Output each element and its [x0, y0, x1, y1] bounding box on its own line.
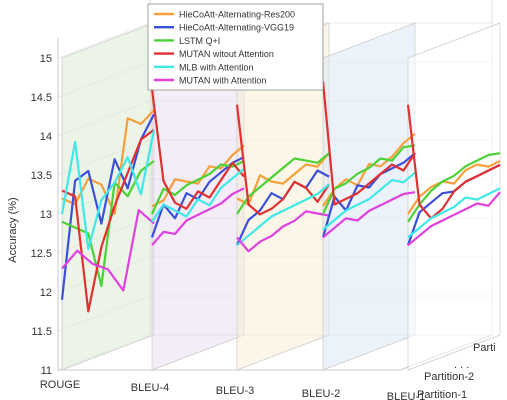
y-axis-label: Accuracy (%) — [7, 197, 19, 262]
plane-bleu-1 — [407, 22, 501, 371]
series-line-1-2 — [150, 160, 245, 215]
series-line-0-5 — [61, 209, 155, 292]
series-line-1-4 — [151, 167, 245, 223]
series-line-3-5 — [322, 191, 416, 239]
series-line-3-1 — [321, 152, 416, 238]
series-line-4-2 — [407, 152, 501, 223]
y-tick-label: 14.5 — [31, 92, 52, 104]
x-tick-label: BLEU-1 — [387, 391, 426, 400]
series-line-0-0 — [61, 109, 155, 215]
series-line-3-0 — [322, 132, 416, 207]
y-tick-label: 11 — [41, 365, 52, 377]
series-line-3-2 — [321, 144, 416, 215]
x-tick-label: BLEU-2 — [302, 388, 341, 400]
series-line-1-5 — [151, 187, 245, 246]
plane-bleu-2 — [322, 22, 416, 371]
series-line-0-3 — [61, 128, 155, 313]
series-line-1-3 — [150, 89, 245, 210]
series-line-4-3 — [406, 104, 501, 220]
y-tick-label: 12 — [40, 287, 52, 299]
series-line-4-5 — [407, 191, 501, 247]
y-tick-label: 14 — [40, 131, 52, 143]
left-gridline — [57, 22, 151, 59]
y-tick-label: 15 — [40, 53, 52, 65]
series-lines — [60, 81, 501, 313]
series-line-2-2 — [236, 152, 330, 215]
legend-entry: MUTAN witout Attention — [179, 49, 274, 59]
series-line-1-0 — [151, 144, 245, 208]
depth-label: Partition-1 — [417, 389, 467, 400]
series-line-3-4 — [322, 171, 416, 231]
series-line-0-2 — [61, 160, 155, 288]
legend-entry: HieCoAtt-Alternating-VGG19 — [179, 23, 294, 33]
depth-label: Partition-2 — [424, 371, 474, 383]
legend-entry: MLB with Attention — [179, 62, 254, 72]
series-line-2-3 — [235, 104, 330, 216]
x-tick-label: BLEU-4 — [131, 382, 170, 394]
plane-bleu-3 — [236, 22, 330, 371]
x-axis-ticks: ROUGE BLEU-4 BLEU-3 BLEU-2 BLEU-1 — [40, 379, 425, 400]
legend-entry: MUTAN with Attention — [179, 76, 266, 86]
series-line-3-3 — [321, 81, 416, 206]
y-axis-ticks: 11 11.5 12 12.5 13 13.5 14 14.5 15 — [31, 53, 52, 377]
y-tick-label: 11.5 — [31, 326, 52, 338]
legend-entry: LSTM Q+I — [179, 36, 220, 46]
y-tick-label: 12.5 — [31, 248, 52, 260]
series-line-2-4 — [236, 183, 330, 247]
legend: HieCoAtt-Alternating-Res200 HieCoAtt-Alte… — [147, 3, 324, 91]
series-line-4-0 — [407, 160, 501, 215]
legend-entry: HieCoAtt-Alternating-Res200 — [179, 10, 295, 20]
y-tick-label: 13.5 — [31, 170, 52, 182]
series-line-4-4 — [407, 187, 501, 239]
x-tick-label: BLEU-3 — [216, 385, 255, 397]
depth-axis: Partition-1 Partition-2 Parti . . . — [417, 342, 496, 400]
depth-label: Parti — [473, 342, 496, 354]
series-line-2-5 — [236, 210, 330, 253]
depth-ellipsis: . . . — [454, 359, 469, 371]
x-tick-label: ROUGE — [40, 379, 80, 391]
legend-box — [147, 3, 324, 91]
y-tick-label: 13 — [40, 209, 52, 221]
series-line-0-4 — [60, 129, 156, 251]
